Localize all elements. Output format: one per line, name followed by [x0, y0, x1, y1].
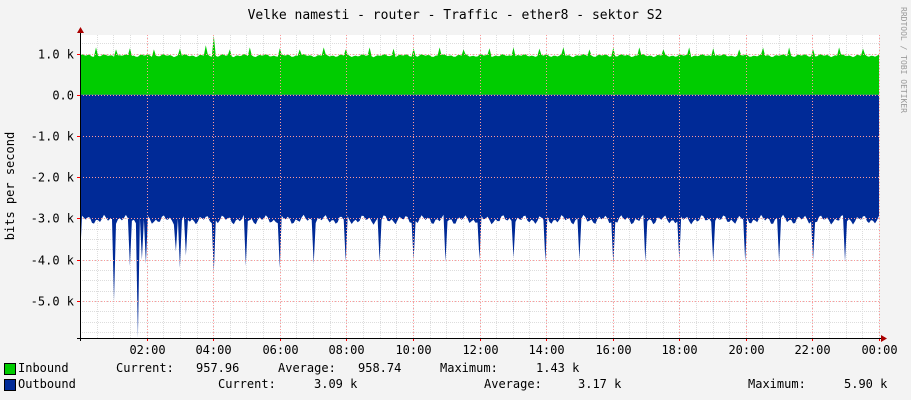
- y-tick-label: -2.0 k: [31, 171, 75, 185]
- x-tick-label: 22:00: [794, 343, 830, 357]
- y-tick-label: 1.0 k: [38, 48, 75, 62]
- x-tick-label: 18:00: [661, 343, 697, 357]
- legend-outbound-average: 3.17 k: [578, 377, 622, 391]
- legend-inbound-average-label: Average:: [278, 361, 336, 375]
- x-tick-label: 06:00: [262, 343, 298, 357]
- x-tick-label: 04:00: [195, 343, 231, 357]
- plot-area: 1.0 k 0.0 -1.0 k -2.0 k -3.0 k -4.0 k -5.0 k 02…: [31, 27, 898, 357]
- legend-outbound-current: 3.09 k: [314, 377, 358, 391]
- inbound-swatch: [4, 363, 16, 375]
- x-tick-label: 20:00: [728, 343, 764, 357]
- y-tick-label: 0.0: [52, 89, 74, 103]
- x-tick-label: 12:00: [462, 343, 498, 357]
- x-axis-arrow: [881, 335, 887, 342]
- y-tick-label: -5.0 k: [31, 295, 75, 309]
- y-axis-arrow: [77, 27, 84, 33]
- y-tick-label: -1.0 k: [31, 130, 75, 144]
- x-tick-label: 02:00: [129, 343, 165, 357]
- x-tick-label: 14:00: [528, 343, 564, 357]
- x-tick-label: 08:00: [328, 343, 364, 357]
- chart-title: Velke namesti - router - Traffic - ether…: [248, 8, 663, 23]
- y-axis-label: bits per second: [3, 132, 17, 240]
- y-tick-label: -3.0 k: [31, 212, 75, 226]
- legend-inbound-maximum: 1.43 k: [536, 361, 580, 375]
- outbound-swatch: [4, 379, 16, 391]
- x-tick-label: 10:00: [395, 343, 431, 357]
- legend-inbound-maximum-label: Maximum:: [440, 361, 498, 375]
- legend-inbound-current: 957.96: [196, 361, 240, 375]
- legend-outbound-maximum-label: Maximum:: [748, 377, 806, 391]
- legend-inbound-current-label: Current:: [116, 361, 174, 375]
- y-tick-label: -4.0 k: [31, 254, 75, 268]
- legend-inbound-average: 958.74: [358, 361, 402, 375]
- x-tick-label: 00:00: [861, 343, 897, 357]
- rrdtool-credit: RRDTOOL / TOBI OETIKER: [899, 7, 908, 113]
- legend-inbound-name: Inbound: [18, 361, 69, 375]
- legend-outbound-current-label: Current:: [218, 377, 276, 391]
- legend-outbound-name: Outbound: [18, 377, 76, 391]
- legend-outbound-average-label: Average:: [484, 377, 542, 391]
- legend-outbound-maximum: 5.90 k: [844, 377, 888, 391]
- x-tick-label: 16:00: [595, 343, 631, 357]
